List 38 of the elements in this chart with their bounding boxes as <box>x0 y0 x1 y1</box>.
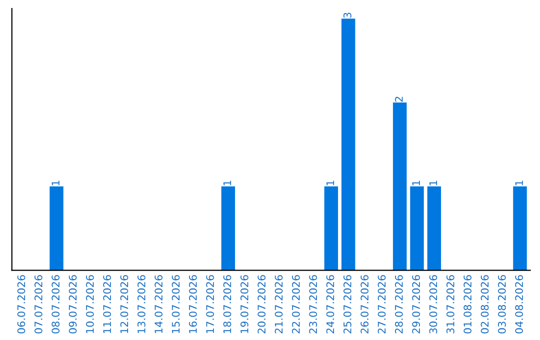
x-tick-label: 03.08.2026 <box>498 275 506 334</box>
x-tick-label: 27.07.2026 <box>378 275 386 334</box>
data-label: 2 <box>394 96 403 102</box>
x-tick-label: 26.07.2026 <box>360 275 369 334</box>
x-tick-label: 22.07.2026 <box>292 275 300 334</box>
data-label: 1 <box>326 180 334 186</box>
x-tick-label: 04.08.2026 <box>515 275 524 334</box>
data-label: 1 <box>429 180 438 186</box>
x-tick-label: 19.07.2026 <box>240 275 248 333</box>
x-tick-label: 10.07.2026 <box>86 275 94 333</box>
x-tick-label: 13.07.2026 <box>137 275 146 333</box>
x-tick-label: 09.07.2026 <box>68 275 77 334</box>
x-tick-label: 23.07.2026 <box>309 275 318 334</box>
x-tick-label: 16.07.2026 <box>188 275 197 333</box>
x-tick-label: 30.07.2026 <box>429 275 438 334</box>
x-tick-label: 18.07.2026 <box>223 275 232 333</box>
data-label: 1 <box>223 180 232 186</box>
x-tick-label: 31.07.2026 <box>446 275 454 334</box>
data-label: 3 <box>343 12 352 18</box>
x-tick-label: 25.07.2026 <box>343 275 352 334</box>
x-tick-label: 29.07.2026 <box>412 275 420 334</box>
x-tick-label: 28.07.2026 <box>394 275 403 334</box>
x-tick-label: 14.07.2026 <box>154 275 163 333</box>
x-tick-label: 01.08.2026 <box>464 275 472 334</box>
x-tick-label: 15.07.2026 <box>172 275 180 333</box>
data-label: 1 <box>52 180 60 186</box>
x-tick-label: 11.07.2026 <box>103 275 112 333</box>
x-tick-label: 06.07.2026 <box>17 275 26 334</box>
x-tick-label: 20.07.2026 <box>258 275 266 334</box>
data-label: 1 <box>412 180 420 186</box>
x-tick-label: 12.07.2026 <box>120 275 128 333</box>
x-tick-label: 07.07.2026 <box>34 275 42 334</box>
x-tick-label: 02.08.2026 <box>480 275 489 334</box>
x-tick-label: 21.07.2026 <box>274 275 283 334</box>
x-tick-label: 24.07.2026 <box>326 275 334 334</box>
x-tick-label: 17.07.2026 <box>206 275 214 333</box>
x-tick-label: 08.07.2026 <box>52 275 60 334</box>
data-label: 1 <box>515 180 523 186</box>
